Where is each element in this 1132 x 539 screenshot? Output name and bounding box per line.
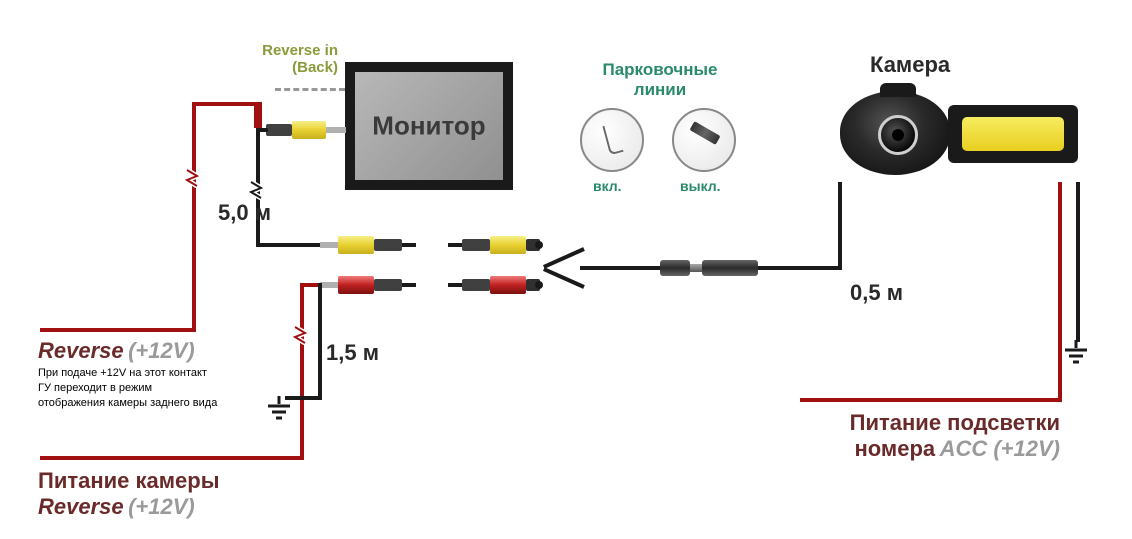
plate-power-label: Питание подсветки номера ACC (+12V)	[800, 410, 1060, 462]
plateground-wire-v	[1076, 182, 1080, 342]
ysplit-lower	[543, 267, 585, 289]
break-reverse	[185, 168, 199, 188]
rca-red-pair	[320, 270, 545, 300]
length-1-5: 1,5 м	[326, 340, 379, 366]
parking-off-label: выкл.	[680, 178, 721, 194]
barrel-connector	[660, 258, 758, 278]
reverse-note: При подаче +12V на этот контакт ГУ перех…	[38, 366, 217, 411]
camera-wire-v	[838, 182, 842, 270]
ground-campower	[268, 396, 290, 426]
length-5-0: 5,0 м	[218, 200, 271, 226]
rca-yellow-pair	[320, 230, 545, 260]
break-video	[249, 180, 263, 200]
campower-ground-v	[318, 283, 322, 398]
parking-lines-title: Парковочные линии	[580, 60, 740, 100]
monitor-label: Монитор	[372, 111, 485, 142]
reverse-in-wire	[275, 88, 345, 91]
platepower-wire-h	[800, 398, 1062, 402]
campower-wire-v	[300, 283, 304, 458]
break-campower	[293, 325, 307, 345]
reverse-12v-label: Reverse (+12V)	[38, 338, 195, 364]
platepower-wire-v	[1058, 182, 1062, 400]
camera-assembly	[810, 83, 1080, 183]
campower-ground-h	[285, 396, 322, 400]
parking-on-label: вкл.	[593, 178, 622, 194]
camera-power-label: Питание камеры Reverse (+12V)	[38, 468, 220, 520]
campower-wire-h2	[40, 456, 304, 460]
reverse-in-label: Reverse in (Back)	[243, 42, 338, 76]
ysplit-to-barrel	[580, 266, 660, 270]
parking-circle-off	[672, 108, 736, 172]
camera-title: Камера	[870, 52, 950, 78]
reverse-wire-h1	[192, 102, 256, 106]
reverse-wire-stub	[254, 102, 262, 128]
length-0-5: 0,5 м	[850, 280, 903, 306]
reverse-wire-h2	[40, 328, 196, 332]
parking-circle-on	[580, 108, 644, 172]
ysplit-upper	[543, 247, 585, 269]
video-wire-h	[256, 243, 320, 247]
reverse-wire-v	[192, 102, 196, 330]
camera-wire-h	[755, 266, 842, 270]
ground-plate	[1065, 340, 1087, 370]
monitor-box: Монитор	[345, 62, 513, 190]
rca-to-monitor	[258, 116, 348, 144]
